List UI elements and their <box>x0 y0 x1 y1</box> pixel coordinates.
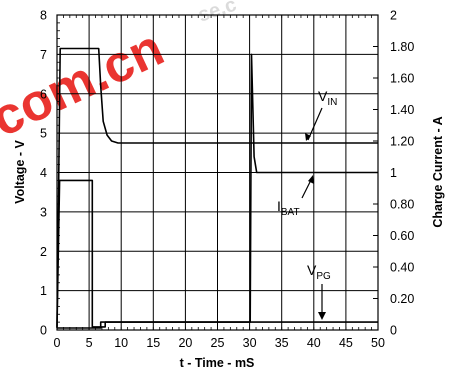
traces <box>56 47 378 329</box>
y-right-tick-label: 1.80 <box>390 40 414 54</box>
x-tick-label: 10 <box>114 336 128 350</box>
watermark-text-big: com.cn <box>0 19 172 149</box>
y-left-tick-label: 6 <box>40 87 47 101</box>
y-right-tick-label: 0.60 <box>390 229 414 243</box>
trace-vpg <box>57 321 378 329</box>
trace-vin <box>56 47 378 329</box>
y-left-tick-label: 7 <box>40 48 47 62</box>
annotation-ibat-sub: BAT <box>281 207 300 218</box>
annotation-ibat: IBAT <box>277 175 314 218</box>
annotation-vin-arrow <box>307 107 323 141</box>
y-right-tick-label: 1.20 <box>390 135 414 149</box>
y-left-tick-label: 0 <box>40 324 47 338</box>
annotation-ibat-arrowhead <box>308 175 314 184</box>
svg-text:VPG: VPG <box>307 262 331 282</box>
y-right-tick-label: 0.40 <box>390 261 414 275</box>
svg-text:VIN: VIN <box>318 88 337 108</box>
plot-frame <box>56 14 379 331</box>
annotation-vin-arrowhead <box>305 133 311 141</box>
svg-text:IBAT: IBAT <box>277 198 300 218</box>
y-left-tick-label: 2 <box>40 245 47 259</box>
y-right-axis-title: Charge Current - A <box>431 116 445 227</box>
annotation-vpg-main: V <box>307 262 317 278</box>
y-left-tick-label: 8 <box>40 9 47 23</box>
annotation-vpg-sub: PG <box>316 271 331 282</box>
x-tick-label: 15 <box>146 336 160 350</box>
y-right-tick-label: 0.80 <box>390 198 414 212</box>
tick-labels: 0 5 10 15 20 25 30 35 40 45 5001234567800.200.400.… <box>40 9 414 351</box>
y-right-tick-label: 0 <box>390 324 397 338</box>
x-tick-label: 40 <box>307 336 321 350</box>
y-left-tick-label: 1 <box>40 284 47 298</box>
y-right-tick-label: 1 <box>390 166 397 180</box>
y-left-tick-label: 5 <box>40 127 47 141</box>
annotation-vin: VIN <box>305 88 337 141</box>
x-axis-title: t - Time - mS <box>180 356 255 370</box>
x-tick-label: 45 <box>339 336 353 350</box>
x-tick-label: 25 <box>211 336 225 350</box>
y-left-tick-label: 3 <box>40 205 47 219</box>
annotation-ibat-main: I <box>277 198 281 214</box>
annotation-vin-main: V <box>318 88 328 104</box>
annotation-vpg-arrowhead <box>318 312 326 320</box>
annotation-vin-sub: IN <box>327 97 337 108</box>
x-tick-label: 50 <box>371 336 385 350</box>
grid <box>56 14 379 331</box>
y-left-tick-label: 4 <box>40 166 47 180</box>
y-right-tick-label: 1.60 <box>390 72 414 86</box>
x-tick-label: 35 <box>275 336 289 350</box>
x-tick-label: 5 <box>86 336 93 350</box>
x-tick-label: 20 <box>178 336 192 350</box>
y-right-tick-label: 0.20 <box>390 292 414 306</box>
y-right-tick-label: 1.40 <box>390 103 414 117</box>
y-left-axis-title: Voltage - V <box>13 140 27 204</box>
watermark: com.cn se.c <box>0 0 239 148</box>
y-right-tick-label: 2 <box>390 9 397 23</box>
x-tick-label: 0 <box>54 336 61 350</box>
x-tick-label: 30 <box>243 336 257 350</box>
annotation-vpg: VPG <box>307 262 331 320</box>
